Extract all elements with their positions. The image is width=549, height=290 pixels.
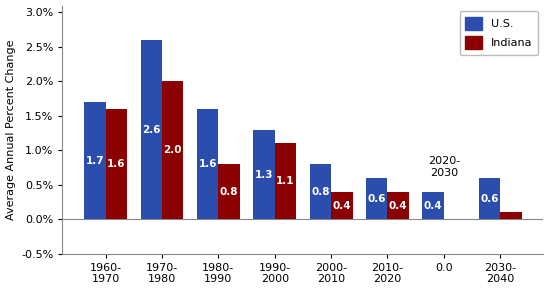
Text: 1.6: 1.6: [198, 159, 217, 169]
Text: 2.6: 2.6: [142, 125, 160, 135]
Text: 0.4: 0.4: [333, 201, 351, 211]
Bar: [219, 164, 240, 219]
Legend: U.S., Indiana: U.S., Indiana: [460, 11, 538, 55]
Text: 0.4: 0.4: [389, 201, 407, 211]
Text: 0.4: 0.4: [424, 201, 442, 211]
Text: 0.6: 0.6: [480, 194, 498, 204]
Bar: [479, 178, 500, 219]
Bar: [141, 40, 162, 219]
Bar: [422, 192, 444, 219]
Bar: [84, 102, 105, 219]
Bar: [197, 109, 219, 219]
Text: 0.8: 0.8: [220, 187, 238, 197]
Text: 1.3: 1.3: [255, 170, 273, 180]
Text: 0.8: 0.8: [311, 187, 329, 197]
Bar: [162, 81, 183, 219]
Bar: [105, 109, 127, 219]
Bar: [366, 178, 388, 219]
Bar: [253, 130, 274, 219]
Text: 0.6: 0.6: [367, 194, 386, 204]
Bar: [331, 192, 352, 219]
Text: 1.7: 1.7: [86, 156, 104, 166]
Y-axis label: Average Annual Percent Change: Average Annual Percent Change: [5, 39, 15, 220]
Text: 2.0: 2.0: [164, 145, 182, 155]
Bar: [310, 164, 331, 219]
Bar: [500, 213, 522, 219]
Text: 2020-
2030: 2020- 2030: [428, 156, 460, 178]
Bar: [388, 192, 409, 219]
Bar: [274, 144, 296, 219]
Text: 1.1: 1.1: [276, 176, 295, 186]
Text: 1.6: 1.6: [107, 159, 126, 169]
